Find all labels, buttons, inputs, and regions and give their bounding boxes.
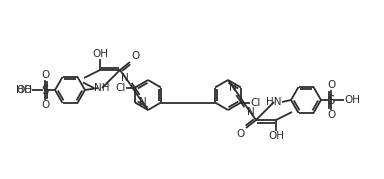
Text: HO: HO: [16, 85, 32, 95]
Text: HN: HN: [266, 97, 282, 107]
Text: O: O: [41, 70, 49, 80]
Text: OH: OH: [344, 95, 360, 105]
Text: O: O: [41, 100, 49, 110]
Text: Cl: Cl: [250, 98, 260, 108]
Text: O: O: [131, 51, 139, 61]
Text: Cl: Cl: [116, 83, 126, 93]
Text: N: N: [139, 97, 147, 107]
Text: N: N: [121, 73, 129, 83]
Text: O: O: [327, 80, 335, 90]
Text: S: S: [41, 83, 49, 96]
Text: OH: OH: [268, 131, 284, 141]
Text: S: S: [327, 93, 335, 107]
Text: NH: NH: [94, 83, 110, 93]
Text: OH: OH: [92, 49, 108, 59]
Text: O: O: [327, 110, 335, 120]
Text: N: N: [229, 83, 237, 93]
Text: OH: OH: [16, 85, 32, 95]
Text: O: O: [237, 129, 245, 139]
Text: N: N: [247, 107, 255, 117]
